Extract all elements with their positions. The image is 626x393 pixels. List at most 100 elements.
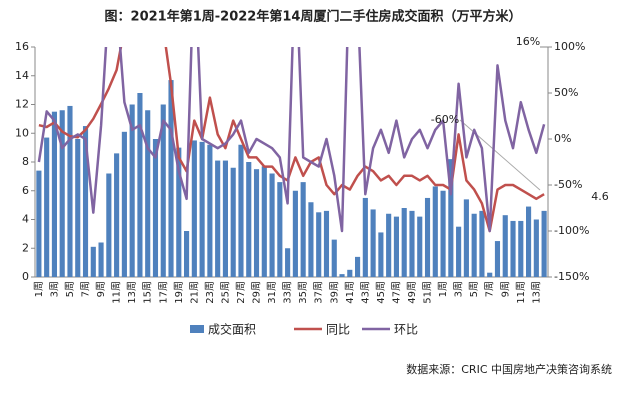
bar [541,210,547,277]
bar [510,220,516,277]
y-tick-label: 10 [15,126,29,139]
bar [339,274,345,277]
annotation: 4.6 [591,190,609,203]
bar [168,80,174,277]
y-tick-label: 14 [15,69,29,82]
bar [261,166,267,277]
bar [152,139,159,277]
bar [285,248,291,277]
x-tick-label: 49周 [406,281,418,304]
bar [98,242,104,277]
x-tick-label: 5周 [468,281,480,297]
chart-title: 图：2021年第1周-2022年第14周厦门二手住房成交面积（万平方米） [105,9,522,25]
bar [308,202,314,277]
x-tick-label: 9周 [95,281,107,297]
x-tick-label: 45周 [375,281,387,304]
bar [114,153,120,277]
legend-label: 环比 [394,323,418,337]
y2-tick-label: 50% [554,86,578,99]
line [37,47,546,233]
bar [440,190,446,277]
bar [417,216,423,277]
x-tick-label: 25周 [219,281,231,304]
plot-area [36,47,547,277]
bar [432,186,438,277]
y-tick-label: 16 [15,40,29,53]
x-tick-label: 5周 [64,281,76,297]
bar [502,215,508,277]
y-tick-label: 6 [22,184,29,197]
bar [75,139,81,277]
bar [362,197,368,277]
bar [199,141,205,277]
bar [207,144,213,277]
bar [238,144,244,277]
bar [355,256,361,277]
bar [533,219,539,277]
x-tick-label: 13周 [530,281,542,304]
bar [44,137,50,277]
x-tick-label: 35周 [297,281,309,304]
x-tick-label: 1周 [437,281,449,297]
bar [409,210,415,277]
annotation: 16% [516,35,540,48]
bar [215,160,221,277]
y2-tick-label: 100% [554,40,585,53]
y-tick-label: 0 [22,270,29,283]
bar [106,173,112,277]
x-tick-label: 3周 [453,281,465,297]
bar [137,93,143,277]
x-tick-label: 11周 [111,281,123,304]
bar [253,169,260,277]
x-tick-label: 37周 [313,281,325,304]
bar [479,210,485,277]
x-tick-label: 17周 [157,281,169,304]
bar [184,231,190,277]
bar [370,209,376,277]
x-tick-label: 23周 [204,281,216,304]
x-tick-label: 41周 [344,281,356,304]
bar [269,173,275,277]
x-tick-label: 3周 [48,281,60,297]
bar [401,208,407,277]
x-tick-label: 13周 [126,281,138,304]
bar [292,190,298,277]
x-tick-label: 19周 [173,281,185,304]
bar [300,182,306,277]
bar [90,246,96,277]
bar [145,110,151,277]
bar [347,269,353,277]
bar [456,226,462,277]
bar [463,199,469,277]
bar [59,110,65,277]
x-tick-label: 21周 [188,281,200,304]
bar [230,167,236,277]
bar [67,105,73,277]
legend-label: 同比 [326,323,350,337]
x-tick-label: 15周 [142,281,154,304]
legend-swatch [190,325,204,333]
bar [222,160,228,277]
bar [448,159,454,277]
bar [386,213,392,277]
bar [160,104,166,277]
y-tick-label: 12 [15,98,29,111]
bar [393,216,399,277]
y2-tick-label: -50% [554,178,582,191]
x-tick-label: 47周 [390,281,402,304]
y-tick-label: 4 [22,213,29,226]
bar [191,140,197,277]
bar [51,111,57,277]
legend-label: 成交面积 [208,322,256,337]
x-tick-label: 43周 [359,281,371,304]
bar [82,126,89,277]
x-tick-label: 27周 [235,281,247,304]
bar [121,131,127,277]
bar [518,220,524,277]
bar [316,212,322,277]
x-tick-label: 33周 [282,281,294,304]
y-tick-label: 8 [22,155,29,168]
line [38,47,545,233]
x-tick-label: 51周 [422,281,434,304]
